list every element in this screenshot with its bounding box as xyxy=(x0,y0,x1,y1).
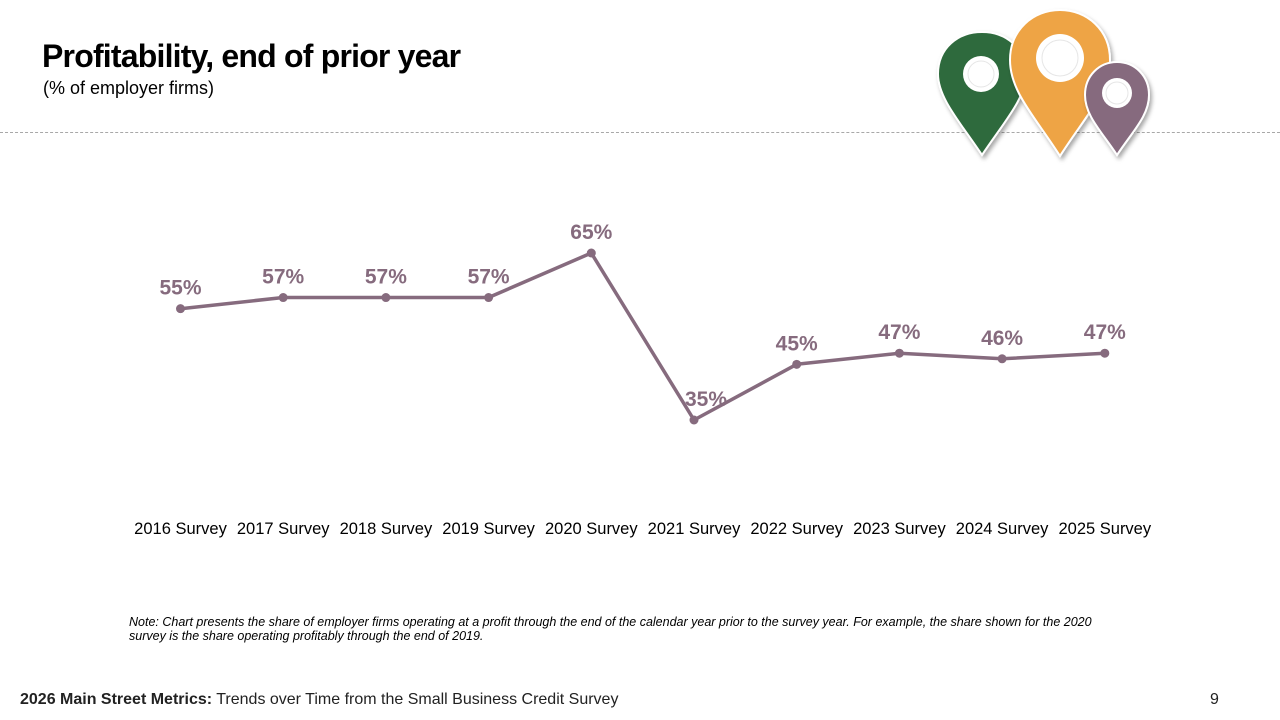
x-tick-label: 2023 Survey xyxy=(853,520,946,538)
page-number: 9 xyxy=(1210,691,1219,708)
data-label: 35% xyxy=(685,388,727,411)
chart-note: Note: Chart presents the share of employ… xyxy=(129,615,1092,643)
data-label: 46% xyxy=(981,327,1023,350)
footer: 2026 Main Street Metrics: Trends over Ti… xyxy=(20,691,618,709)
x-tick-label: 2022 Survey xyxy=(750,520,843,538)
data-point xyxy=(484,293,494,303)
header-divider xyxy=(0,132,1280,133)
x-tick-label: 2021 Survey xyxy=(648,520,741,538)
data-label: 55% xyxy=(159,277,201,300)
data-point xyxy=(278,293,288,303)
data-label: 47% xyxy=(878,321,920,344)
data-point xyxy=(997,354,1007,364)
data-label: 57% xyxy=(365,266,407,289)
data-point xyxy=(1100,348,1110,358)
data-label: 45% xyxy=(776,332,818,355)
mauve-pin-icon xyxy=(1083,60,1151,157)
data-label: 65% xyxy=(570,221,612,244)
data-label: 47% xyxy=(1084,321,1126,344)
series-line xyxy=(178,251,1107,422)
x-tick-label: 2017 Survey xyxy=(237,520,330,538)
footer-subtitle: Trends over Time from the Small Business… xyxy=(212,691,619,708)
profitability-line-chart: 55% 57% 57% 57% 65% 35% 45% 47% 46% 47% 2016 Surve… xyxy=(134,221,1152,538)
x-tick-label: 2019 Survey xyxy=(442,520,535,538)
data-point xyxy=(586,248,596,258)
x-tick-label: 2018 Survey xyxy=(340,520,433,538)
data-point xyxy=(176,304,185,314)
footer-title: 2026 Main Street Metrics: xyxy=(20,691,213,708)
x-tick-label: 2024 Survey xyxy=(956,520,1049,538)
page-title: Profitability, end of prior year xyxy=(42,38,461,74)
data-point xyxy=(381,293,391,303)
green-pin-icon xyxy=(936,30,1028,157)
data-label: 57% xyxy=(262,266,304,289)
x-tick-label: 2025 Survey xyxy=(1058,520,1151,538)
data-point xyxy=(792,359,802,369)
data-point xyxy=(894,348,904,358)
data-label: 57% xyxy=(468,266,510,289)
x-tick-label: 2016 Survey xyxy=(134,520,227,538)
x-tick-label: 2020 Survey xyxy=(545,520,638,538)
map-pins-logo xyxy=(936,8,1151,158)
data-point xyxy=(689,415,699,425)
page-subtitle: (% of employer firms) xyxy=(43,78,215,98)
